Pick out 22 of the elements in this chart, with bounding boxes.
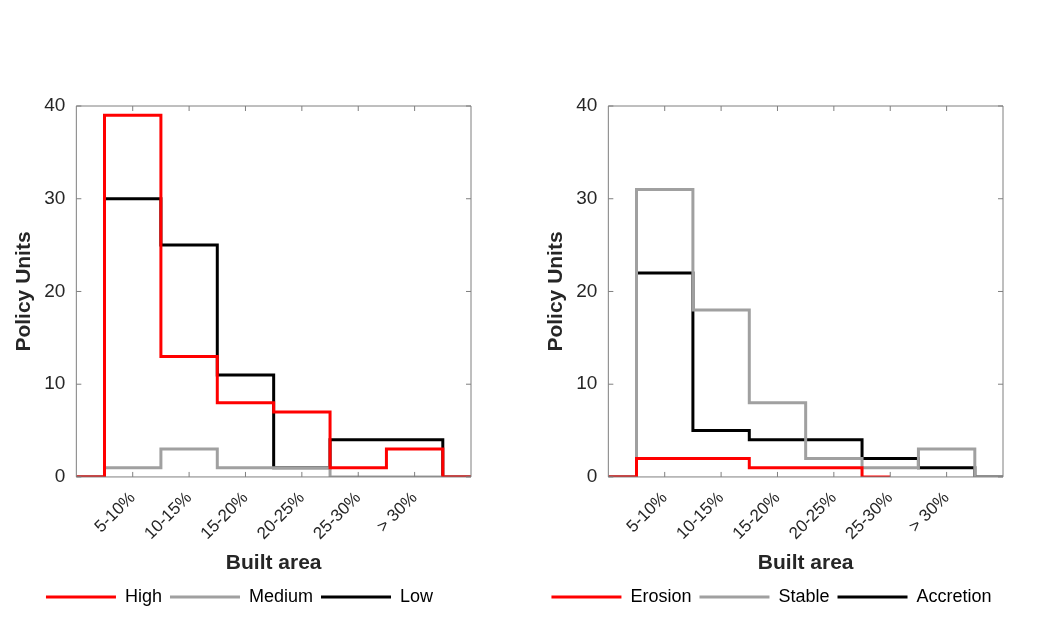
legend-label: Medium <box>248 585 314 606</box>
y-tick-label: 10 <box>576 372 598 394</box>
y-tick-label: 30 <box>44 186 66 208</box>
legend-label: Low <box>400 585 435 606</box>
y-tick-label: 20 <box>576 279 598 301</box>
y-tick-label: 30 <box>576 186 598 208</box>
y-axis-title: Policy Units <box>11 231 35 352</box>
legend-label: High <box>124 585 162 606</box>
x-tick-label: > 30% <box>372 487 421 536</box>
legend-label: Erosion <box>630 585 692 606</box>
legend-label: Stable <box>778 585 830 606</box>
y-tick-label: 0 <box>54 465 66 487</box>
y-tick-label: 40 <box>576 94 598 116</box>
x-tick-label: > 30% <box>904 487 953 536</box>
y-tick-label: 10 <box>44 372 66 394</box>
x-axis-title: Built area <box>757 550 854 574</box>
y-tick-label: 40 <box>44 94 66 116</box>
legend-label: Accretion <box>916 585 992 606</box>
y-axis-title: Policy Units <box>543 231 567 352</box>
x-axis-title: Built area <box>225 550 322 574</box>
y-tick-label: 0 <box>586 465 598 487</box>
y-tick-label: 20 <box>44 279 66 301</box>
